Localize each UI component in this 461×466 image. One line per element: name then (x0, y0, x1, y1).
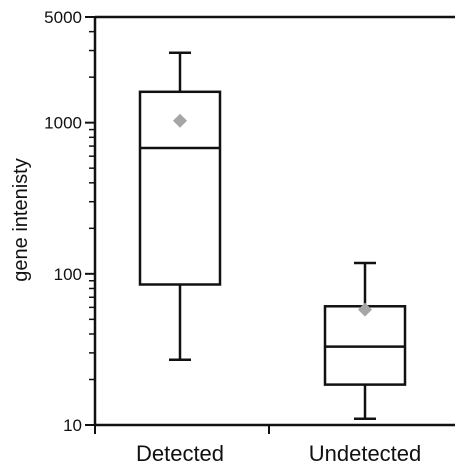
boxes (138, 51, 407, 420)
mean-marker (358, 302, 372, 317)
y-tick-label: 5000 (44, 8, 82, 27)
box-detected (138, 51, 222, 362)
x-category-label: Detected (136, 441, 224, 466)
axes (93, 15, 455, 434)
y-axis-title: gene intenisty (10, 158, 32, 281)
x-axis-category-labels: Detected Undetected (136, 441, 421, 466)
y-tick-label: 10 (63, 416, 82, 435)
y-axis-ticks: 10 100 1000 5000 (44, 8, 95, 435)
mean-marker (173, 113, 187, 128)
x-category-label: Undetected (309, 441, 422, 466)
y-tick-label: 100 (54, 265, 82, 284)
box-undetected (323, 261, 407, 420)
y-tick-label: 1000 (44, 114, 82, 133)
